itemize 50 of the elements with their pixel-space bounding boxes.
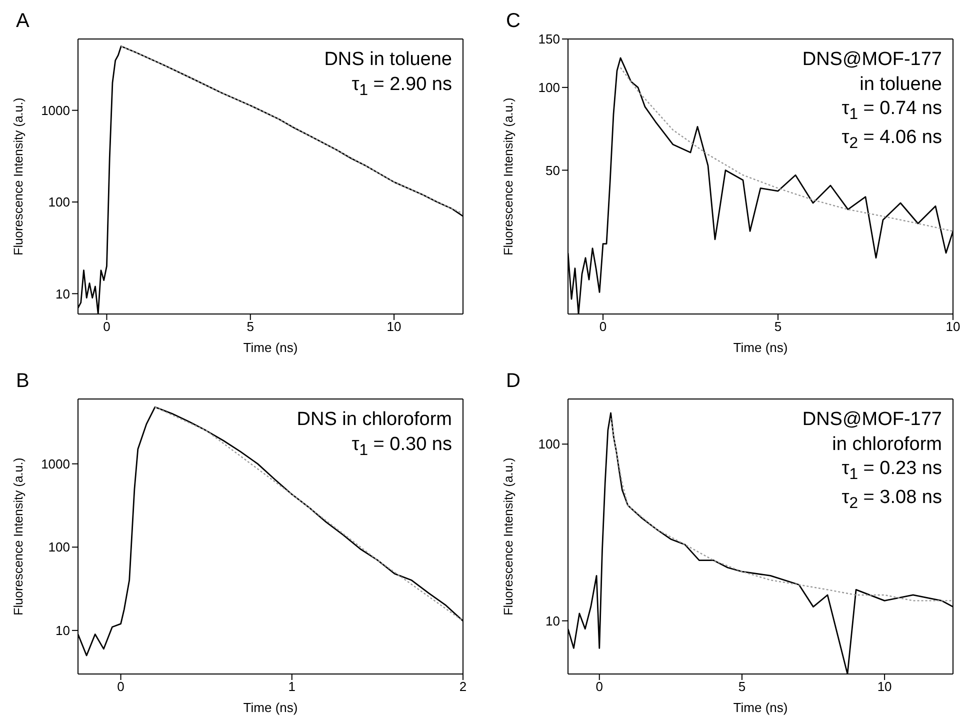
y-tick-label: 100 bbox=[48, 540, 70, 555]
line-series bbox=[120, 46, 463, 214]
y-axis-title: Fluorescence Intensity (a.u.) bbox=[501, 458, 516, 616]
y-tick-label: 100 bbox=[538, 80, 560, 96]
chart-title: A bbox=[16, 10, 30, 33]
y-tick-label: 150 bbox=[538, 32, 560, 47]
x-tick-label: 10 bbox=[386, 319, 402, 334]
x-axis-title: Time (ns) bbox=[243, 700, 298, 715]
y-tick-label: 50 bbox=[546, 162, 560, 178]
annotation: τ$_{2}$ = 4.06 ns bbox=[840, 126, 942, 154]
annotation: τ$_{2}$ = 3.08 ns bbox=[840, 486, 942, 514]
x-tick-label: 2 bbox=[459, 679, 467, 694]
annotation: DNS in chloroform bbox=[296, 408, 452, 432]
y-axis-title: Fluorescence Intensity (a.u.) bbox=[501, 98, 516, 256]
annotation: τ$_{1}$ = 2.90 ns bbox=[350, 72, 452, 100]
x-tick-label: 5 bbox=[774, 319, 782, 334]
y-tick-label: 1000 bbox=[41, 456, 70, 472]
annotation: DNS in toluene bbox=[324, 48, 452, 72]
x-tick-label: 5 bbox=[738, 679, 746, 694]
x-tick-label: 0 bbox=[117, 679, 124, 694]
line-series bbox=[620, 67, 953, 232]
y-tick-label: 10 bbox=[546, 613, 560, 628]
x-tick-label: 0 bbox=[599, 319, 607, 334]
chart-title: C bbox=[506, 10, 520, 33]
y-tick-label: 10 bbox=[56, 623, 70, 638]
x-tick-label: 10 bbox=[877, 679, 892, 694]
y-tick-label: 100 bbox=[538, 436, 560, 452]
x-tick-label: 10 bbox=[946, 319, 960, 334]
line-series bbox=[154, 406, 463, 622]
x-axis-title: Time (ns) bbox=[243, 340, 298, 355]
annotation: in toluene bbox=[858, 72, 942, 97]
x-tick-label: 0 bbox=[103, 319, 110, 334]
x-tick-label: 5 bbox=[246, 319, 254, 334]
annotation: τ$_{1}$ = 0.30 ns bbox=[350, 432, 452, 460]
chart-title: B bbox=[16, 370, 30, 393]
x-axis-title: Time (ns) bbox=[733, 700, 788, 715]
annotation: τ$_{1}$ = 0.74 ns bbox=[840, 97, 942, 126]
chart-title: D bbox=[506, 370, 520, 393]
y-tick-label: 10 bbox=[56, 286, 70, 302]
annotation: τ$_{1}$ = 0.23 ns bbox=[840, 457, 942, 486]
x-tick-label: 1 bbox=[288, 679, 296, 694]
y-tick-label: 1000 bbox=[41, 102, 70, 118]
y-tick-label: 100 bbox=[48, 194, 70, 210]
annotation: DNS@MOF-177 bbox=[802, 48, 942, 72]
y-axis-title: Fluorescence Intensity (a.u.) bbox=[11, 458, 26, 616]
annotation: in chloroform bbox=[831, 432, 942, 457]
x-tick-label: 0 bbox=[596, 679, 603, 694]
y-axis-title: Fluorescence Intensity (a.u.) bbox=[11, 98, 26, 256]
x-axis-title: Time (ns) bbox=[733, 340, 788, 355]
annotation: DNS@MOF-177 bbox=[802, 408, 942, 432]
